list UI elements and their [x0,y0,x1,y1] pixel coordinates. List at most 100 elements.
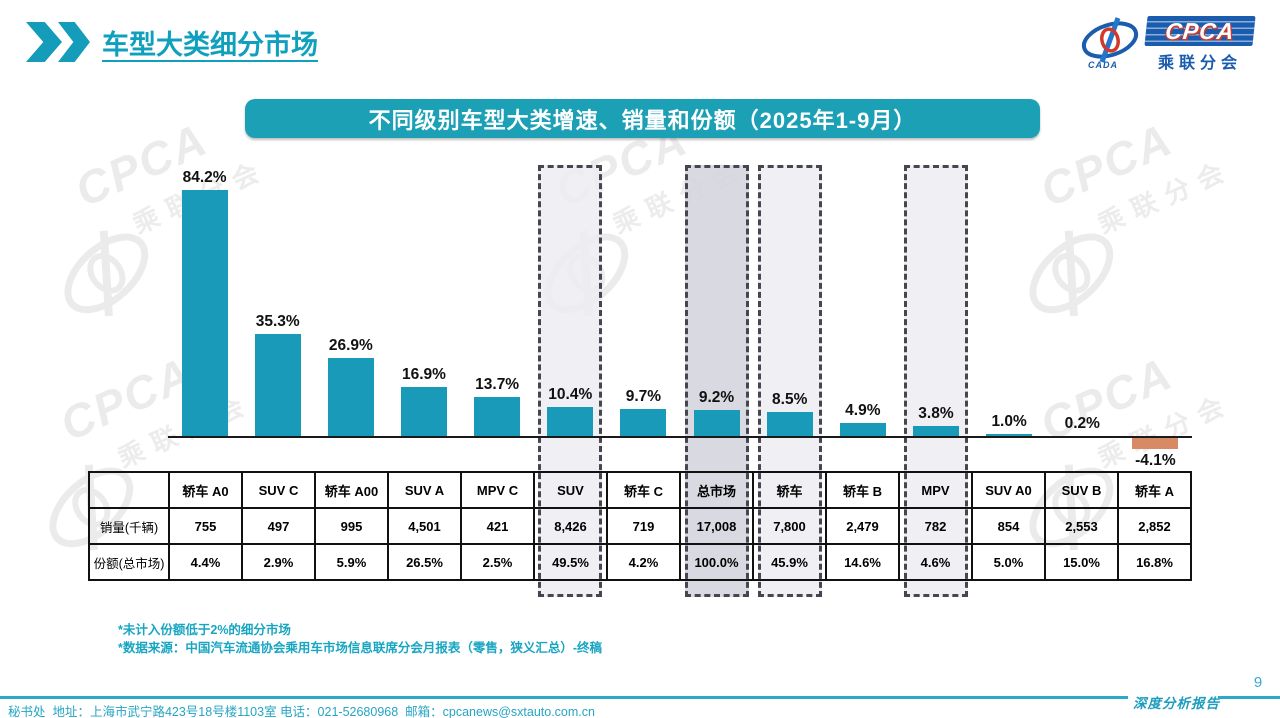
table-cell: 7,800 [752,507,827,545]
footnote-2: *数据来源：中国汽车流通协会乘用车市场信息联席分会月报表（零售，狭义汇总）-终稿 [118,641,603,655]
cpca-subtitle: 乘联分会 [1157,55,1242,72]
table-corner-cell [88,471,170,509]
bar-value-label: 9.2% [698,389,735,406]
column-header: 轿车 A00 [314,471,389,509]
footer-report-label: 深度分析报告 [1133,696,1220,711]
footer-address: 秘书处 地址：上海市武宁路423号18号楼1103室 电话：021-526809… [8,705,595,718]
column-header: SUV C [241,471,316,509]
bar-value-label: 13.7% [475,376,520,393]
column-header: SUV A0 [971,471,1046,509]
double-chevron-icon [26,22,90,62]
chart-column-MPV C: 13.7% [461,147,534,437]
chart-column-SUV B: 0.2% [1046,147,1119,437]
table-cell: 2.9% [241,543,316,581]
table-cell: 2,479 [825,507,900,545]
chart-and-table: 84.2% 35.3% 26.9% 16.9% 13.7% 10.4% 9.7% 9.2% 8.… [88,147,1192,597]
cpca-logo-emblem-icon: CADA [1080,16,1142,70]
row-label: 销量(千辆) [88,507,170,545]
cpca-wordmark: CPCA [1144,16,1256,46]
cada-label: CADA [1088,60,1118,70]
chart-column-SUV C: 35.3% [241,147,314,437]
bar-value-label: 3.8% [918,405,954,422]
chart-title: 不同级别车型大类增速、销量和份额（2025年1-9月） [368,107,917,133]
bar-SUV A [400,387,447,437]
chart-column-轿车 A00: 26.9% [314,147,387,437]
bar-value-label: 16.9% [402,366,446,383]
table-cell: 4.2% [606,543,681,581]
table-cell: 100.0% [679,543,754,581]
bar-轿车 [766,412,813,437]
column-header: 总市场 [679,471,754,509]
bar-轿车 A [1132,437,1179,449]
bar-value-label: 4.9% [845,402,881,419]
bar-SUV [547,407,594,437]
footnote-1: *未计入份额低于2%的细分市场 [118,623,291,637]
page-title: 车型大类细分市场 [102,29,318,60]
chart-column-轿车: 8.5% [753,147,826,437]
chevron-icon [58,22,90,62]
column-header: 轿车 A0 [168,471,243,509]
table-cell: 497 [241,507,316,545]
chart-column-轿车 B: 4.9% [826,147,899,437]
table-cell: 14.6% [825,543,900,581]
chart-column-SUV: 10.4% [534,147,607,437]
table-cell: 755 [168,507,243,545]
column-header: MPV [898,471,973,509]
bar-MPV C [474,397,521,437]
chart-column-轿车 A: -4.1% [1119,147,1192,469]
x-axis-line [168,436,1192,438]
bar-轿车 B [839,423,886,437]
bar-value-label: -4.1% [1135,452,1176,469]
column-header: SUV A [387,471,462,509]
bar-value-label: 10.4% [548,386,593,403]
table-cell: 2,852 [1117,507,1192,545]
cpca-logo-text: CPCA 乘联分会 [1144,16,1256,73]
chart-column-SUV A: 16.9% [387,147,460,437]
bar-chart: 84.2% 35.3% 26.9% 16.9% 13.7% 10.4% 9.7% 9.2% 8.… [168,147,1192,469]
bar-SUV C [254,334,301,437]
column-header: SUV B [1044,471,1119,509]
chart-column-MPV: 3.8% [899,147,972,437]
bar-总市场 [693,410,740,437]
page-number: 9 [1253,674,1263,691]
chart-column-轿车 A0: 84.2% [168,147,241,437]
bar-value-label: 8.5% [772,391,808,408]
header: 车型大类细分市场 [26,22,318,62]
bar-value-label: 26.9% [328,337,373,354]
bar-轿车 C [620,409,667,437]
footer-divider [0,696,1128,699]
chart-column-轿车 C: 9.7% [607,147,680,437]
table-cell: 995 [314,507,389,545]
column-header: 轿车 [752,471,827,509]
table-cell: 45.9% [752,543,827,581]
table-cell: 16.8% [1117,543,1192,581]
table-cell: 2,553 [1044,507,1119,545]
column-header: 轿车 B [825,471,900,509]
chevron-icon [26,22,62,62]
row-label: 份额(总市场) [88,543,170,581]
table-cell: 49.5% [533,543,608,581]
column-header: SUV [533,471,608,509]
footer-divider-right [1218,696,1280,699]
bar-value-label: 35.3% [255,313,300,330]
column-header: MPV C [460,471,535,509]
table-cell: 17,008 [679,507,754,545]
table-cell: 782 [898,507,973,545]
table-cell: 26.5% [387,543,462,581]
table-cell: 421 [460,507,535,545]
bar-SUV A0 [986,434,1033,437]
data-table: 轿车 A0 SUV C 轿车 A00 SUV A MPV C SUV 轿车 C 总市场 轿车 轿车… [88,471,1192,581]
table-cell: 4.6% [898,543,973,581]
chart-column-SUV A0: 1.0% [973,147,1046,437]
table-cell: 5.9% [314,543,389,581]
chart-column-总市场: 9.2% [680,147,753,437]
table-cell: 2.5% [460,543,535,581]
bar-value-label: 9.7% [625,388,662,405]
table-cell: 8,426 [533,507,608,545]
footnotes: *未计入份额低于2%的细分市场 *数据来源：中国汽车流通协会乘用车市场信息联席分… [118,621,602,657]
cpca-logo: CADA CPCA 乘联分会 [1080,16,1256,73]
bar-轿车 A00 [327,358,374,437]
bar-value-label: 84.2% [182,169,227,186]
table-cell: 15.0% [1044,543,1119,581]
